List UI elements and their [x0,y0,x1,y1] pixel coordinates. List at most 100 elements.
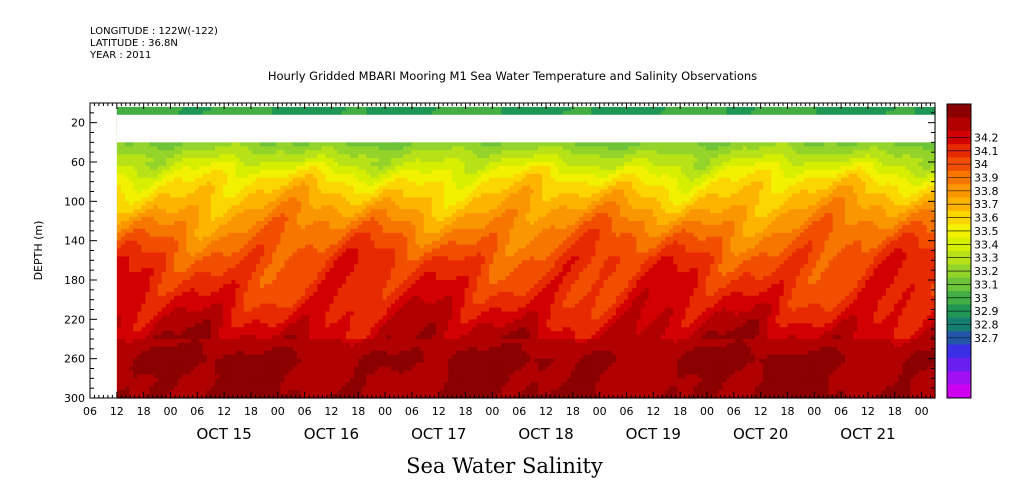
heatmap-cell [231,221,237,226]
heatmap-cell [198,146,204,151]
heatmap-cell [268,150,273,155]
heatmap-cell [309,106,314,112]
heatmap-cell [223,346,228,352]
heatmap-cell [366,244,372,250]
heatmap-cell [374,319,380,324]
heatmap-cell [341,260,347,265]
heatmap-cell [178,283,183,289]
heatmap-cell [280,346,286,352]
heatmap-cell [255,201,261,206]
heatmap-cell [288,354,294,360]
heatmap-cell [374,374,380,379]
heatmap-cell [206,339,212,344]
heatmap-cell [370,150,376,155]
heatmap-cell [141,307,147,313]
heatmap-cell [141,287,147,293]
heatmap-cell [296,299,302,305]
heatmap-cell [231,272,237,277]
heatmap-cell [288,315,294,320]
heatmap-cell [272,177,277,183]
heatmap-cell [186,165,192,171]
heatmap-cell [194,342,200,348]
heatmap-cell [165,154,171,159]
heatmap-cell [219,256,224,261]
heatmap-cell [133,311,138,316]
heatmap-cell [276,252,282,257]
heatmap-cell [382,165,388,171]
heatmap-cell [141,193,147,198]
heatmap-cell [284,213,290,218]
heatmap-cell [210,307,216,313]
heatmap-cell [329,232,335,238]
heatmap-cell [337,287,343,293]
heatmap-cell [358,201,363,206]
heatmap-cell [178,350,183,356]
heatmap-cell [161,390,167,395]
heatmap-cell [288,287,294,293]
heatmap-cell [317,276,322,281]
heatmap-cell [145,185,151,191]
heatmap-cell [325,362,331,368]
heatmap-cell [125,303,130,309]
heatmap-cell [120,189,126,195]
heatmap-cell [235,205,241,210]
heatmap-cell [264,291,269,297]
heatmap-cell [137,256,142,261]
heatmap-cell [247,394,253,399]
heatmap-cell [362,146,367,151]
heatmap-cell [288,248,294,254]
heatmap-cell [223,327,228,332]
heatmap-cell [215,268,220,273]
heatmap-cell [382,291,388,297]
heatmap-cell [231,280,237,285]
heatmap-cell [268,291,273,297]
heatmap-cell [276,280,282,285]
heatmap-cell [235,256,241,261]
heatmap-cell [239,354,245,360]
heatmap-cell [354,386,359,391]
heatmap-cell [366,173,372,179]
heatmap-cell [133,374,138,379]
heatmap-cell [309,346,314,352]
heatmap-cell [247,260,253,265]
heatmap-cell [354,260,359,265]
heatmap-cell [378,378,384,383]
heatmap-cell [149,209,155,214]
heatmap-cell [210,185,216,191]
heatmap-cell [272,244,277,250]
heatmap-cell [145,335,151,340]
heatmap-cell [133,110,138,116]
heatmap-cell [378,209,384,214]
heatmap-cell [149,142,155,147]
heatmap-cell [243,331,249,336]
heatmap-cell [386,386,392,391]
heatmap-cell [206,146,212,151]
heatmap-cell [350,209,355,214]
heatmap-cell [133,272,138,277]
heatmap-cell [386,256,392,261]
heatmap-cell [309,256,314,261]
heatmap-cell [362,154,367,159]
heatmap-cell [186,110,192,116]
heatmap-cell [366,162,372,167]
heatmap-cell [268,169,273,175]
heatmap-cell [243,378,249,383]
heatmap-cell [165,342,171,348]
heatmap-cell [329,386,335,391]
heatmap-cell [210,339,216,344]
heatmap-cell [358,205,363,210]
heatmap-cell [120,110,126,116]
heatmap-cell [272,142,277,147]
heatmap-cell [251,350,257,356]
heatmap-cell [116,342,122,348]
heatmap-cell [190,244,196,250]
heatmap-cell [137,213,142,218]
heatmap-cell [317,224,322,230]
heatmap-cell [350,287,355,293]
heatmap-cell [354,374,359,379]
heatmap-cell [350,307,355,313]
heatmap-cell [178,177,183,183]
heatmap-cell [378,162,384,167]
heatmap-cell [251,185,257,191]
heatmap-cell [243,260,249,265]
